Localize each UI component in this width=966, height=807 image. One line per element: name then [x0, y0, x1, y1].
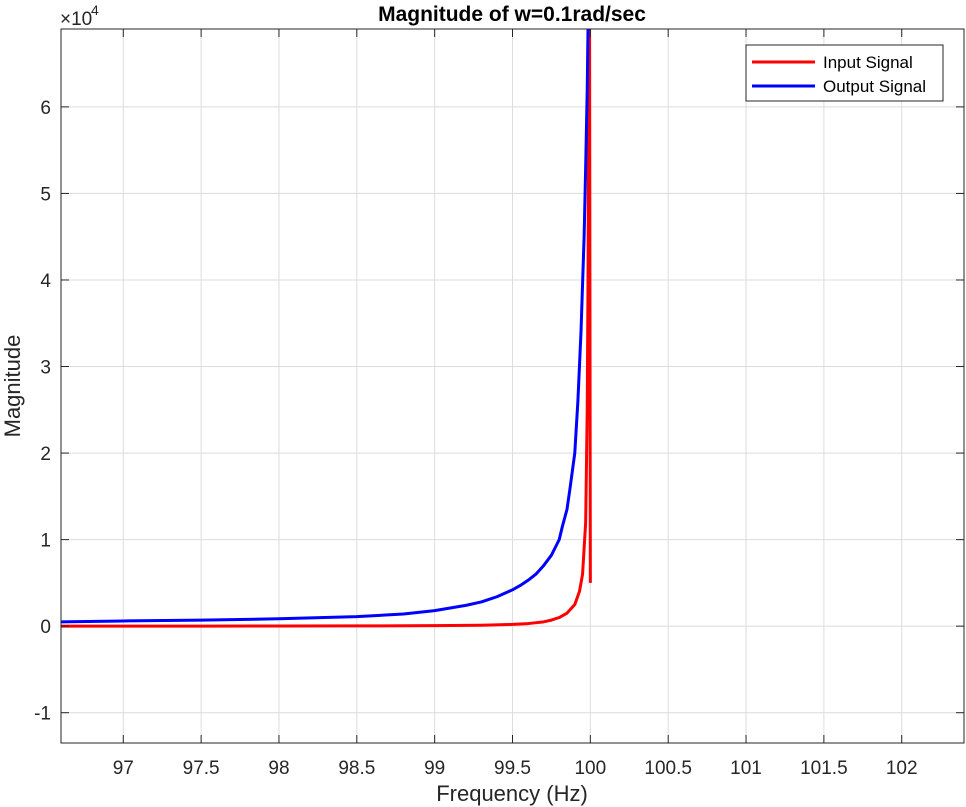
series-layer [61, 29, 592, 628]
x-tick-label: 97 [113, 758, 134, 779]
y-tick-label: 5 [40, 184, 51, 205]
x-tick-label: 97.5 [183, 758, 220, 779]
legend-label-output: Output Signal [823, 77, 926, 96]
series-line-output-signal [61, 29, 591, 624]
chart-title: Magnitude of w=0.1rad/sec [378, 3, 646, 26]
tick-marks [61, 29, 964, 743]
y-tick-label: 1 [40, 531, 51, 552]
x-tick-label: 99 [424, 758, 445, 779]
legend: Input Signal Output Signal [745, 44, 944, 102]
series-line-input-signal [61, 29, 592, 628]
x-tick-label: 101 [730, 758, 762, 779]
x-tick-label: 101.5 [800, 758, 848, 779]
x-tick-label: 98.5 [338, 758, 375, 779]
x-axis-label: Frequency (Hz) [436, 781, 588, 806]
y-tick-label: 2 [40, 444, 51, 465]
y-tick-label: -1 [34, 704, 51, 725]
x-tick-label: 100 [574, 758, 606, 779]
y-exponent-prefix: ×10 [60, 9, 92, 30]
legend-box [745, 44, 944, 102]
x-tick-label: 100.5 [644, 758, 692, 779]
x-tick-label: 102 [886, 758, 918, 779]
y-tick-labels: -1 0 1 2 3 4 5 6 [34, 98, 51, 725]
x-tick-labels: 97 97.5 98 98.5 99 99.5 100 100.5 101 101.5 102 [113, 758, 918, 779]
y-tick-label: 4 [40, 271, 51, 292]
x-tick-label: 99.5 [494, 758, 531, 779]
x-tick-label: 98 [268, 758, 289, 779]
y-exponent-power: 4 [91, 2, 99, 18]
y-axis-label: Magnitude [0, 335, 25, 438]
y-tick-label: 0 [40, 617, 51, 638]
legend-label-input: Input Signal [823, 53, 913, 72]
y-tick-label: 6 [40, 98, 51, 119]
y-tick-label: 3 [40, 358, 51, 379]
